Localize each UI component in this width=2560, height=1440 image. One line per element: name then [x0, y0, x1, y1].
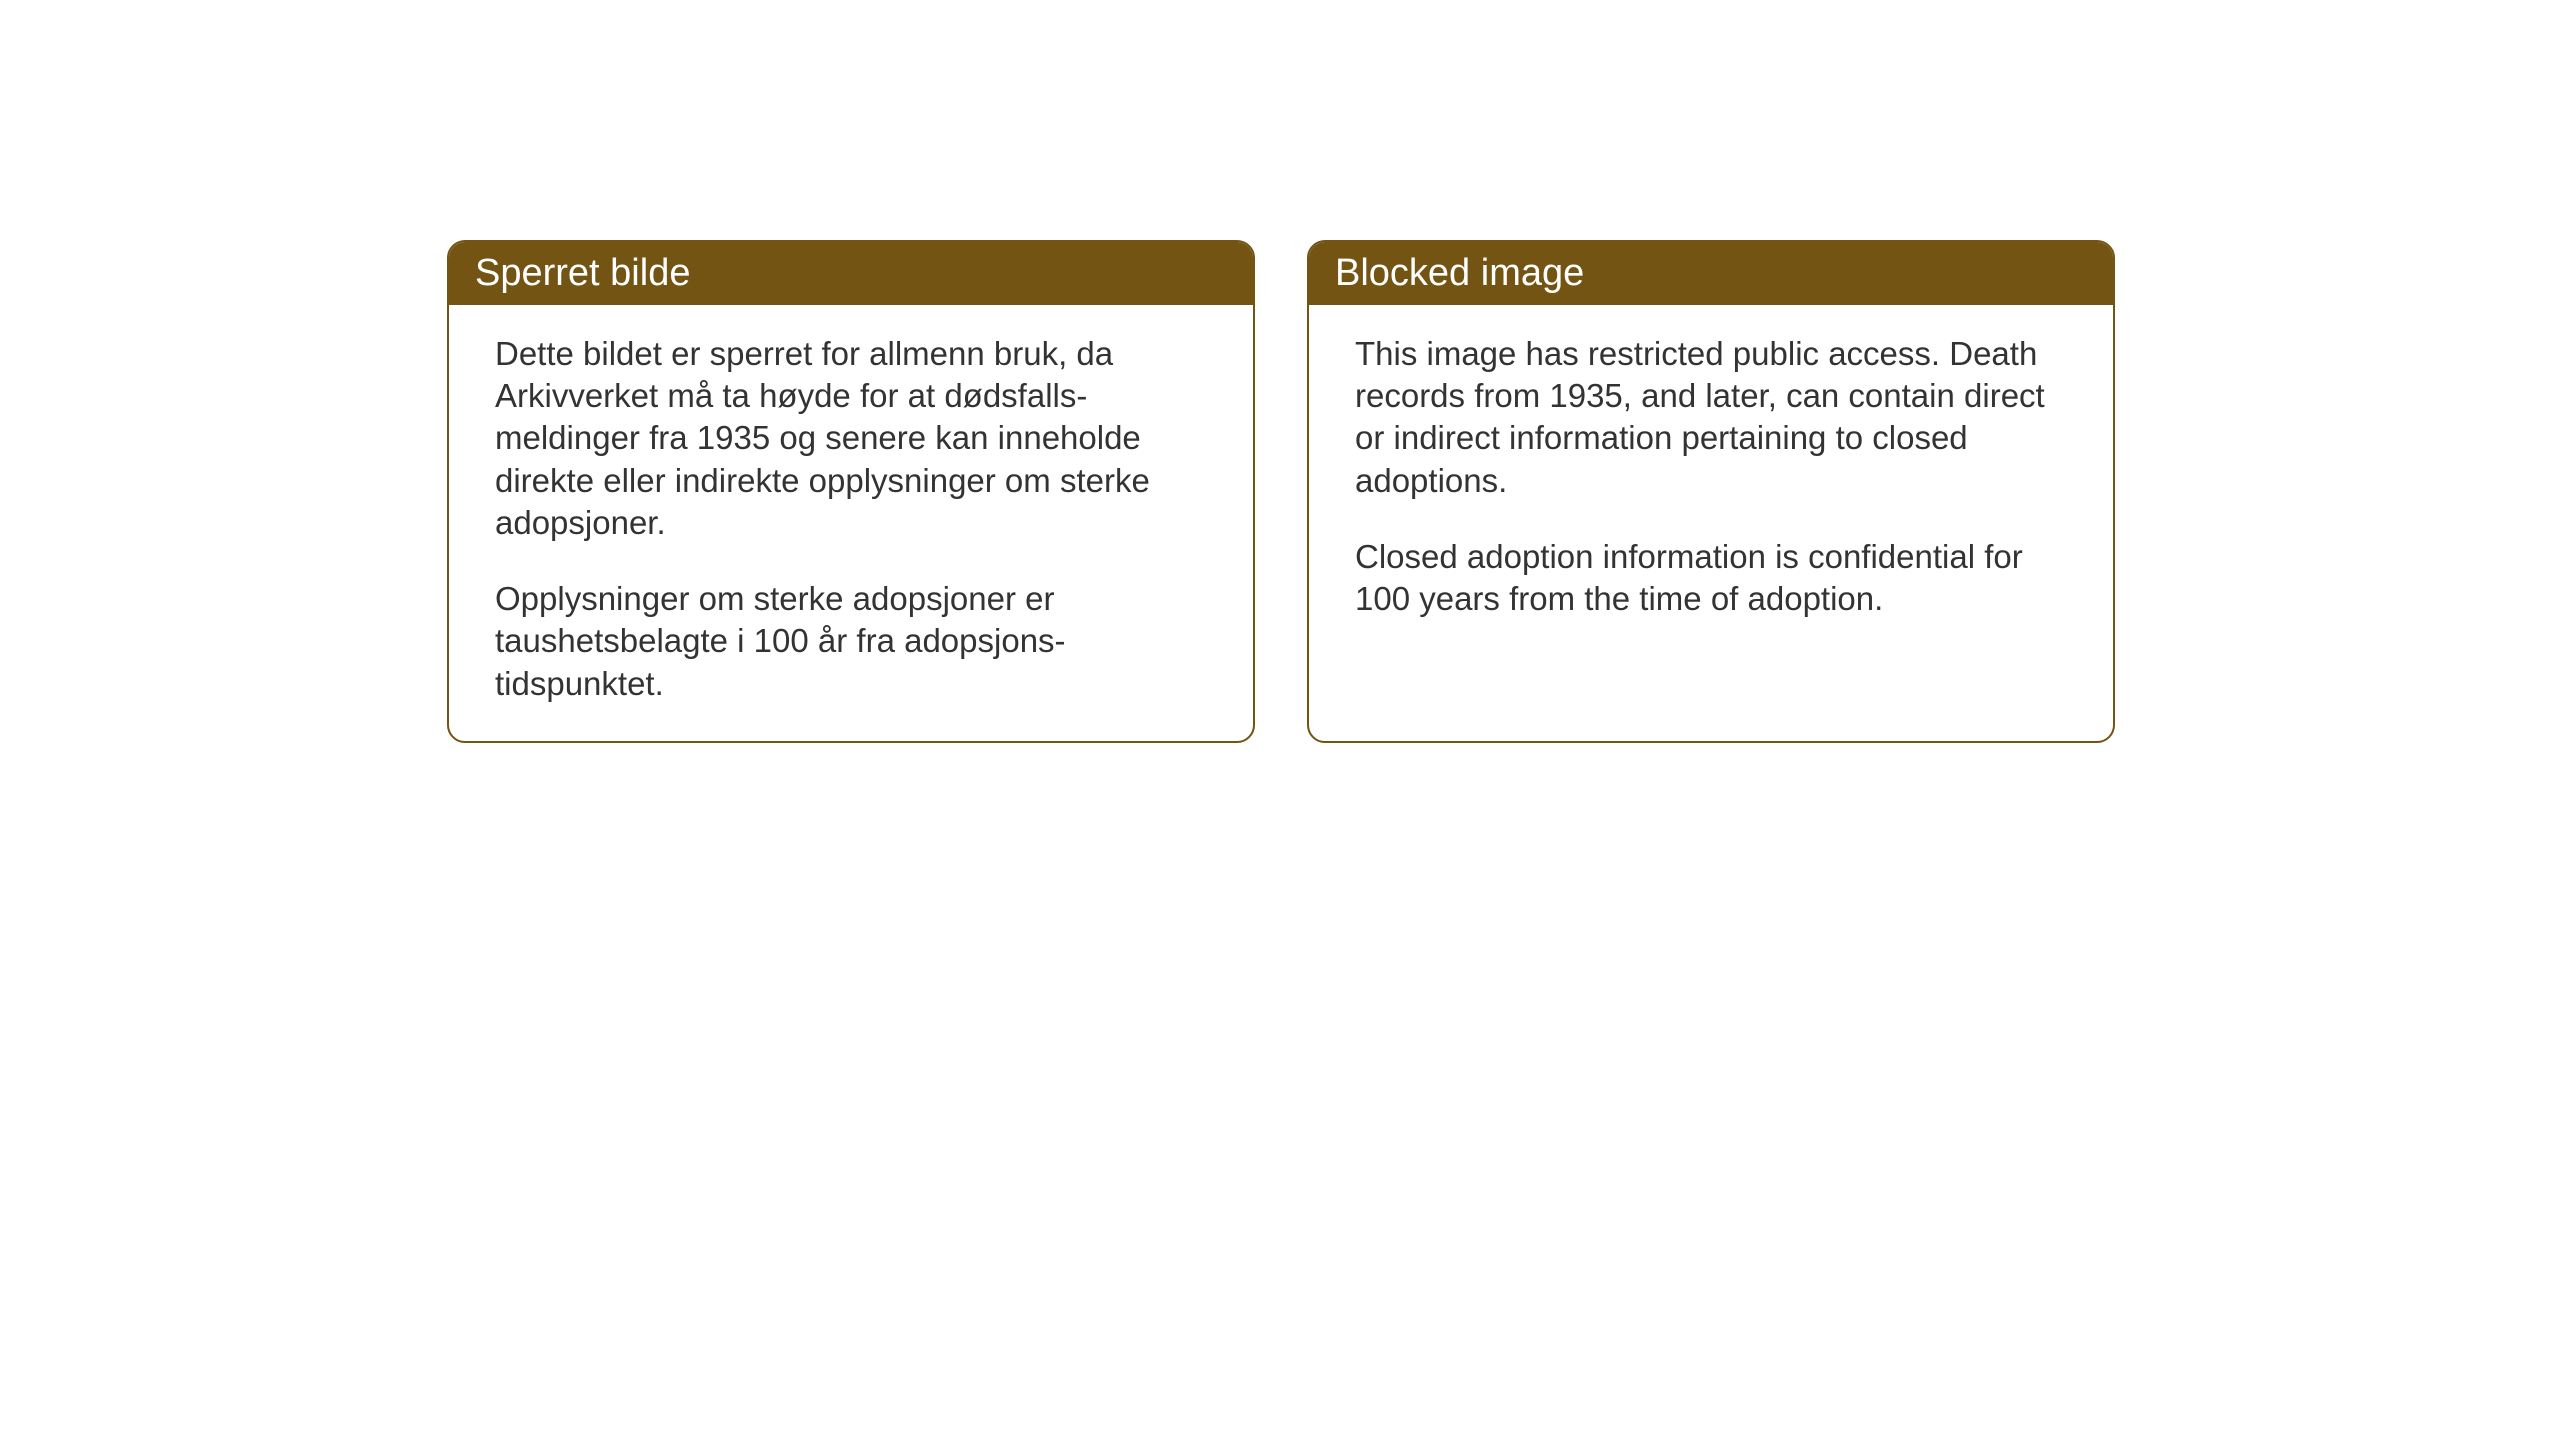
notice-card-english: Blocked image This image has restricted …	[1307, 240, 2115, 743]
notice-body-norwegian: Dette bildet er sperret for allmenn bruk…	[449, 305, 1253, 741]
notice-header-english: Blocked image	[1309, 242, 2113, 305]
notice-body-english: This image has restricted public access.…	[1309, 305, 2113, 656]
notice-card-norwegian: Sperret bilde Dette bildet er sperret fo…	[447, 240, 1255, 743]
notice-paragraph-2-norwegian: Opplysninger om sterke adopsjoner er tau…	[495, 578, 1207, 705]
notice-container: Sperret bilde Dette bildet er sperret fo…	[447, 240, 2115, 743]
notice-paragraph-1-english: This image has restricted public access.…	[1355, 333, 2067, 502]
notice-title-english: Blocked image	[1335, 252, 1584, 294]
notice-paragraph-1-norwegian: Dette bildet er sperret for allmenn bruk…	[495, 333, 1207, 544]
notice-paragraph-2-english: Closed adoption information is confident…	[1355, 536, 2067, 620]
notice-header-norwegian: Sperret bilde	[449, 242, 1253, 305]
notice-title-norwegian: Sperret bilde	[475, 252, 690, 294]
